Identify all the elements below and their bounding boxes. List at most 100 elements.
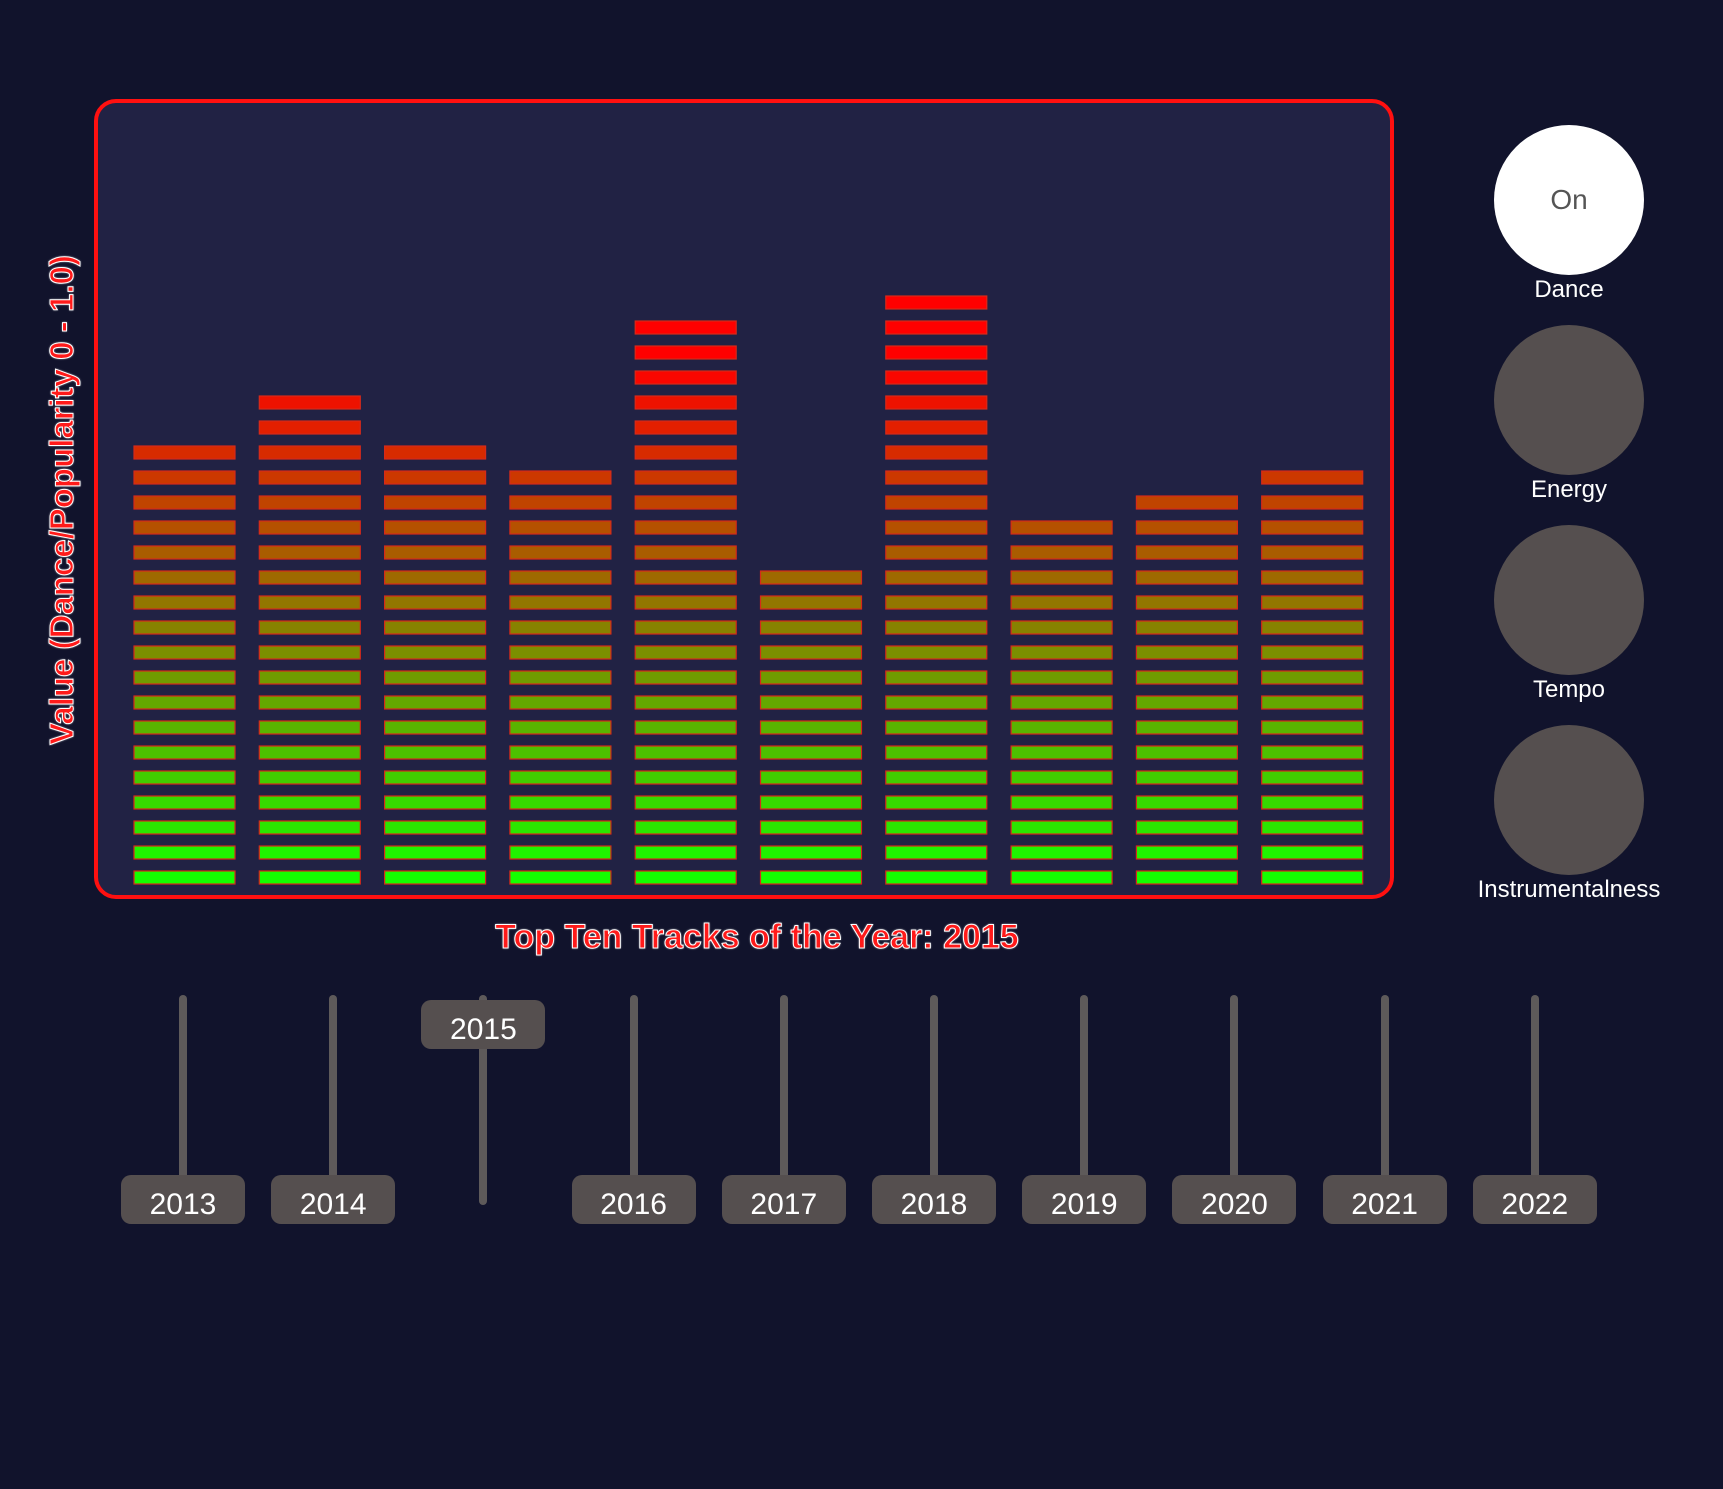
bar-segment — [509, 495, 612, 510]
bar-segment — [384, 570, 487, 585]
year-button-2015[interactable]: 2015 — [421, 1000, 546, 1049]
bar-segment — [509, 570, 612, 585]
bar-segment — [509, 645, 612, 660]
bar-segment — [1135, 795, 1239, 810]
bar-segment — [634, 695, 737, 710]
bar-segment — [133, 545, 236, 560]
bar-segment — [759, 845, 863, 860]
bar-segment — [133, 820, 236, 835]
bar-segment — [258, 845, 361, 860]
bar-segment — [258, 620, 361, 635]
toggle-instrumentalness-label: Instrumentalness — [1477, 876, 1661, 903]
year-button-2017[interactable]: 2017 — [721, 1175, 846, 1224]
bar-3 — [384, 445, 487, 885]
bar-segment — [634, 770, 737, 785]
bar-segment — [1261, 570, 1364, 585]
bar-segment — [634, 645, 737, 660]
bar-segment — [634, 445, 737, 460]
bar-segment — [1010, 570, 1113, 585]
bar-segment — [885, 795, 988, 810]
toggle-tempo-label: Tempo — [1532, 676, 1606, 703]
year-slider-track[interactable] — [1080, 995, 1089, 1180]
year-button-2022[interactable]: 2022 — [1472, 1175, 1597, 1224]
bar-segment — [1261, 745, 1364, 760]
bar-segment — [133, 795, 236, 810]
bar-segment — [634, 570, 737, 585]
bar-segment — [258, 745, 361, 760]
bar-segment — [885, 445, 988, 460]
bar-segment — [133, 470, 236, 485]
year-slider-track[interactable] — [1530, 995, 1539, 1180]
year-slider-track[interactable] — [1230, 995, 1239, 1180]
bar-segment — [1135, 695, 1239, 710]
bar-segment — [258, 870, 361, 885]
bar-segment — [1010, 620, 1113, 635]
bar-segment — [133, 695, 236, 710]
bar-segment — [1010, 770, 1113, 785]
bar-segment — [1135, 645, 1239, 660]
bar-segment — [759, 795, 863, 810]
bar-segment — [1010, 670, 1113, 685]
year-slider-track[interactable] — [779, 995, 788, 1180]
bar-segment — [1261, 595, 1364, 610]
bar-segment — [133, 495, 236, 510]
bar-segment — [634, 520, 737, 535]
toggle-tempo-button[interactable] — [1494, 525, 1644, 675]
bar-segment — [1135, 870, 1239, 885]
year-button-2021[interactable]: 2021 — [1322, 1175, 1447, 1224]
bar-segment — [509, 820, 612, 835]
toggle-dance-button[interactable]: On — [1494, 125, 1644, 275]
year-button-2020[interactable]: 2020 — [1172, 1175, 1297, 1224]
bar-segment — [885, 595, 988, 610]
bar-segment — [1010, 720, 1113, 735]
bar-segment — [509, 695, 612, 710]
bar-segment — [634, 670, 737, 685]
bar-segment — [885, 570, 988, 585]
toggle-instrumentalness-button[interactable] — [1494, 725, 1644, 875]
bar-segment — [258, 420, 361, 435]
year-slider-track[interactable] — [329, 995, 338, 1180]
bar-segment — [885, 395, 988, 410]
bar-segment — [885, 320, 988, 335]
year-button-2019[interactable]: 2019 — [1022, 1175, 1147, 1224]
year-slider-track[interactable] — [629, 995, 638, 1180]
bar-segment — [885, 745, 988, 760]
bar-chart — [133, 295, 1364, 885]
bar-segment — [759, 570, 863, 585]
bar-segment — [1135, 570, 1239, 585]
bar-segment — [1135, 620, 1239, 635]
year-button-2013[interactable]: 2013 — [121, 1175, 245, 1224]
bar-segment — [885, 620, 988, 635]
year-slider-track[interactable] — [930, 995, 938, 1180]
year-button-2016[interactable]: 2016 — [571, 1175, 696, 1224]
year-button-2014[interactable]: 2014 — [271, 1175, 396, 1224]
bar-segment — [885, 295, 988, 310]
bar-7 — [885, 295, 988, 885]
year-slider-track[interactable] — [1380, 995, 1389, 1180]
bar-segment — [258, 470, 361, 485]
bar-segment — [1261, 545, 1364, 560]
bar-segment — [1261, 770, 1364, 785]
bar-2 — [258, 395, 361, 885]
bar-segment — [509, 870, 612, 885]
bar-segment — [509, 545, 612, 560]
bar-segment — [759, 620, 863, 635]
bar-segment — [384, 595, 487, 610]
bar-segment — [133, 520, 236, 535]
bar-segment — [1135, 595, 1239, 610]
year-slider-track[interactable] — [179, 995, 187, 1180]
bar-segment — [384, 845, 487, 860]
bar-segment — [1010, 545, 1113, 560]
year-button-2018[interactable]: 2018 — [872, 1175, 996, 1224]
bar-segment — [634, 795, 737, 810]
year-slider-track[interactable] — [479, 995, 488, 1205]
bar-segment — [1135, 495, 1239, 510]
toggle-energy-button[interactable] — [1494, 325, 1644, 475]
bar-segment — [258, 595, 361, 610]
bar-segment — [885, 345, 988, 360]
bar-segment — [885, 770, 988, 785]
bar-segment — [509, 795, 612, 810]
bar-segment — [1135, 820, 1239, 835]
bar-segment — [384, 470, 487, 485]
bar-segment — [759, 720, 863, 735]
